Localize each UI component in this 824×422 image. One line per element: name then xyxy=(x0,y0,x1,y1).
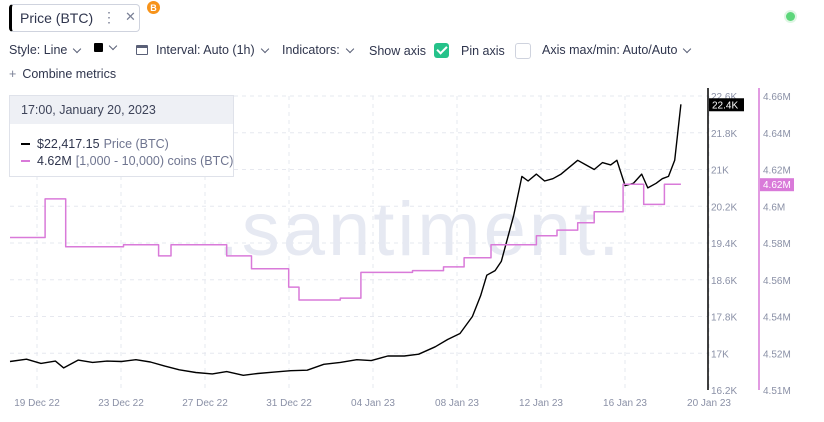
show-axis-label: Show axis xyxy=(369,43,426,58)
line-color-picker[interactable] xyxy=(94,41,118,52)
plus-icon: + xyxy=(9,67,17,81)
y-tick-label-right: 4.56M xyxy=(763,276,791,287)
santiment-watermark: .santiment. xyxy=(218,187,623,272)
y-tick-label-right: 4.62M xyxy=(763,166,791,177)
y-tick-label-right: 4.51M xyxy=(763,386,791,397)
interval-dropdown-label: Interval: Auto (1h) xyxy=(156,43,255,57)
axis-minmax-dropdown[interactable]: Axis max/min: Auto/Auto xyxy=(542,43,692,57)
calendar-icon xyxy=(136,45,148,55)
tooltip-price-label: Price (BTC) xyxy=(103,137,169,151)
y-tick-label-left: 21.8K xyxy=(711,129,737,140)
more-options-icon[interactable]: ⋮ xyxy=(102,9,116,25)
chart-series xyxy=(9,104,682,376)
y-tick-label-right: 4.64M xyxy=(763,129,791,140)
x-tick-label: 23 Dec 22 xyxy=(98,398,144,409)
x-tick-label: 04 Jan 23 xyxy=(351,398,395,409)
checkbox-checked-icon[interactable] xyxy=(433,43,449,58)
y-tick-label-left: 18.6K xyxy=(711,276,737,287)
y-tick-label-right: 4.52M xyxy=(763,349,791,360)
y-tick-label-right: 4.54M xyxy=(763,313,791,324)
y-tick-label-right: 4.58M xyxy=(763,239,791,250)
color-swatch-icon xyxy=(94,43,103,52)
holders-last-value-badge xyxy=(760,178,794,192)
checkbox-unchecked-icon[interactable] xyxy=(514,43,531,59)
legend-swatch-price xyxy=(21,143,30,145)
x-tick-label: 12 Jan 23 xyxy=(519,398,563,409)
metric-chip-label: Price (BTC) xyxy=(20,10,94,26)
y-tick-label-left: 17.8K xyxy=(711,313,737,324)
chart-axes: 22.6K 4.66M 21.8K 4.64M 21K 4.62M 20.2K 4.6M 19.… xyxy=(14,88,794,409)
legend-swatch-holders xyxy=(21,160,30,162)
price-series-line xyxy=(9,104,682,376)
tooltip-row-holders: 4.62M [1,000 - 10,000) coins (BTC) xyxy=(21,154,233,168)
metric-chip-price-btc[interactable]: Price (BTC) ⋮ ✕ B xyxy=(9,1,160,32)
y-tick-label-left: 21K xyxy=(711,166,729,177)
holders-last-value-label: 4.62M xyxy=(763,180,791,191)
price-last-value-label: 22.4K xyxy=(712,100,738,111)
close-icon[interactable]: ✕ xyxy=(125,9,136,24)
y-tick-label-left: 17K xyxy=(711,349,729,360)
combine-metrics-button[interactable]: + Combine metrics xyxy=(9,67,116,81)
tooltip-holders-value: 4.62M xyxy=(37,154,72,168)
live-status-indicator xyxy=(786,12,795,21)
x-tick-label: 08 Jan 23 xyxy=(435,398,479,409)
tooltip-holders-label: [1,000 - 10,000) coins (BTC) xyxy=(75,154,234,168)
show-axis-toggle[interactable]: Show axis xyxy=(369,43,449,58)
tooltip-row-price: $22,417.15 Price (BTC) xyxy=(21,137,169,151)
x-tick-label: 20 Jan 23 xyxy=(687,398,731,409)
x-tick-label: 16 Jan 23 xyxy=(603,398,647,409)
holders-series-line xyxy=(10,183,681,301)
combine-metrics-label: Combine metrics xyxy=(22,67,117,81)
axis-minmax-label: Axis max/min: Auto/Auto xyxy=(542,43,678,57)
y-tick-label-left: 20.2K xyxy=(711,202,737,213)
y-tick-label-left: 22.6K xyxy=(711,92,737,103)
chart-tooltip: 17:00, January 20, 2023 $22,417.15 Price… xyxy=(9,95,234,177)
tooltip-date: 17:00, January 20, 2023 xyxy=(10,96,233,124)
indicators-label: Indicators: xyxy=(282,43,340,57)
y-tick-label-right: 4.6M xyxy=(763,202,785,213)
y-tick-label-left: 16.2K xyxy=(711,386,737,397)
indicators-dropdown[interactable]: Indicators: xyxy=(282,43,354,57)
x-tick-label: 31 Dec 22 xyxy=(266,398,312,409)
bitcoin-badge-icon: B xyxy=(147,1,160,14)
y-tick-label-right: 4.66M xyxy=(763,92,791,103)
pin-axis-toggle[interactable]: Pin axis xyxy=(461,43,531,59)
style-dropdown[interactable]: Style: Line xyxy=(9,43,82,57)
style-dropdown-label: Style: Line xyxy=(9,43,68,57)
x-tick-label: 19 Dec 22 xyxy=(14,398,60,409)
x-tick-label: 27 Dec 22 xyxy=(182,398,228,409)
interval-dropdown[interactable]: Interval: Auto (1h) xyxy=(136,43,269,57)
tooltip-price-value: $22,417.15 xyxy=(37,137,100,151)
pin-axis-label: Pin axis xyxy=(461,44,505,58)
y-tick-label-left: 19.4K xyxy=(711,239,737,250)
price-last-value-badge xyxy=(709,98,744,112)
